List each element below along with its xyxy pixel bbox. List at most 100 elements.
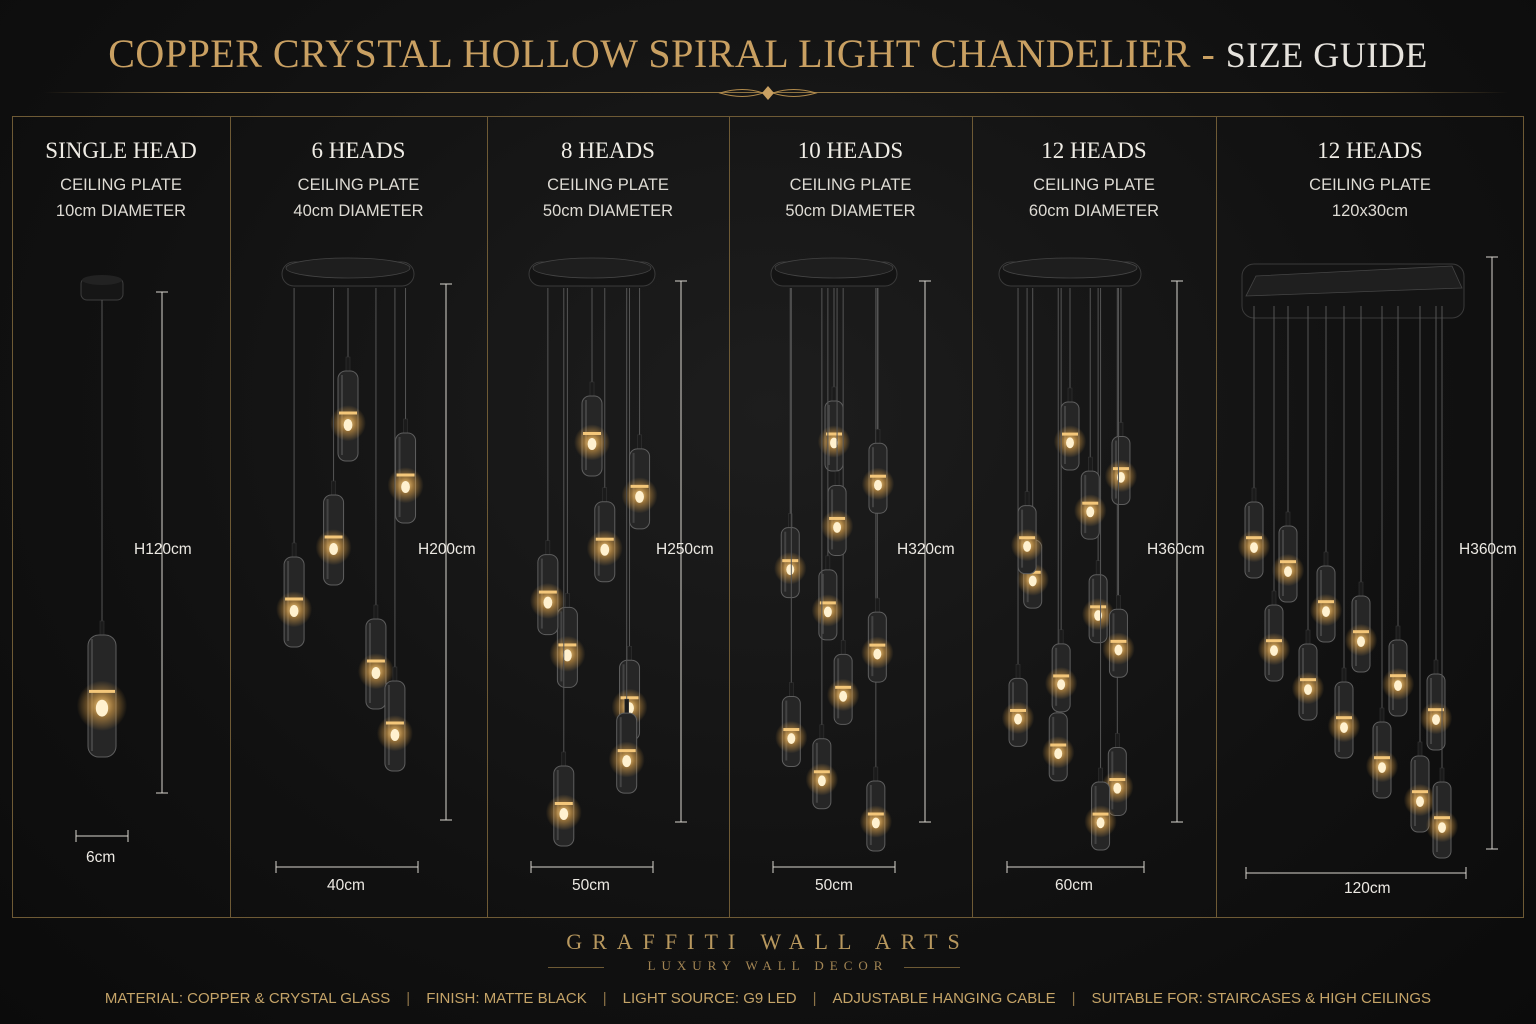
- height-label: H200cm: [418, 541, 476, 558]
- brass-ring: [538, 590, 557, 594]
- bulb: [1304, 684, 1312, 695]
- column-heading: 6 HEADS: [311, 138, 406, 163]
- width-label: 50cm: [815, 877, 853, 894]
- brass-ring: [1353, 630, 1369, 634]
- bulb: [823, 606, 832, 618]
- chandelier-12-round-illustration: [998, 257, 1183, 873]
- column-heading: 12 HEADS: [1317, 138, 1423, 163]
- bulb: [871, 817, 880, 829]
- brass-ring: [620, 696, 639, 700]
- ceiling-plate-size: 60cm DIAMETER: [1028, 202, 1160, 220]
- spec-material: MATERIAL: COPPER & CRYSTAL GLASS: [104, 990, 391, 1007]
- brass-ring: [1082, 501, 1099, 505]
- brass-ring: [366, 659, 385, 663]
- brass-ring: [1434, 816, 1450, 820]
- ornament-icon: [718, 86, 818, 100]
- brass-ring: [1246, 536, 1262, 540]
- bulb: [873, 648, 882, 660]
- ceiling-plate-size: 50cm DIAMETER: [542, 202, 674, 220]
- bulb: [1086, 506, 1095, 518]
- brass-ring: [630, 484, 649, 488]
- column-divider: [487, 116, 488, 918]
- chandelier-6-illustration: [275, 257, 452, 873]
- column-heading: 8 HEADS: [561, 138, 655, 163]
- title-main: COPPER CRYSTAL HOLLOW SPIRAL LIGHT CHAND…: [108, 31, 1191, 76]
- column-single-head: SINGLE HEAD CEILING PLATE 10cm DIAMETER …: [12, 116, 230, 918]
- column-6-heads: 6 HEADS CEILING PLATE 40cm DIAMETER H200…: [230, 116, 487, 918]
- brass-ring: [324, 535, 343, 539]
- bulb: [1028, 575, 1037, 587]
- bulb: [543, 596, 553, 609]
- ceiling-plate-top: [82, 275, 122, 285]
- brass-ring: [819, 601, 836, 605]
- width-label: 40cm: [327, 877, 365, 894]
- brass-ring: [813, 770, 830, 774]
- brass-ring: [1428, 708, 1444, 712]
- bulb: [1250, 542, 1258, 553]
- spec-cable: ADJUSTABLE HANGING CABLE: [832, 990, 1056, 1007]
- bulb: [1270, 645, 1278, 656]
- column-divider: [729, 116, 730, 918]
- brass-ring: [1019, 536, 1036, 540]
- brass-ring: [867, 812, 884, 816]
- tagline-rule-right: [904, 967, 960, 968]
- bulb: [1057, 679, 1066, 691]
- page-title: COPPER CRYSTAL HOLLOW SPIRAL LIGHT CHAND…: [0, 30, 1536, 77]
- ceiling-plate-label: CEILING PLATE: [297, 176, 420, 194]
- brass-ring: [869, 643, 886, 647]
- bulb: [401, 481, 410, 493]
- bulb: [390, 729, 400, 741]
- brass-ring: [396, 473, 415, 477]
- brass-ring: [835, 685, 852, 689]
- bulb: [622, 755, 632, 768]
- brass-ring: [782, 559, 799, 563]
- brass-ring: [1010, 708, 1027, 712]
- bulb: [635, 490, 644, 503]
- brass-ring: [1300, 678, 1316, 682]
- brass-ring: [385, 721, 404, 725]
- spec-footer: MATERIAL: COPPER & CRYSTAL GLASS | FINISH:…: [0, 990, 1536, 1007]
- spec-separator: |: [812, 990, 817, 1007]
- brass-ring: [617, 749, 636, 753]
- brass-ring: [829, 516, 846, 520]
- brass-ring: [285, 597, 304, 601]
- brass-ring: [783, 728, 800, 732]
- brass-ring: [554, 802, 573, 805]
- ceiling-plate-label: CEILING PLATE: [1309, 176, 1431, 194]
- ceiling-plate-size: 40cm DIAMETER: [293, 202, 424, 220]
- spec-light-source: LIGHT SOURCE: G9 LED: [622, 990, 797, 1007]
- brass-ring: [1110, 639, 1127, 643]
- ceiling-plate-top: [1245, 265, 1463, 297]
- column-divider: [230, 116, 231, 918]
- brass-ring: [1092, 812, 1109, 816]
- width-label: 6cm: [86, 849, 116, 866]
- ceiling-plate-top: [774, 257, 894, 279]
- bulb: [1117, 471, 1125, 483]
- ceiling-plate-top: [532, 257, 652, 279]
- bulb: [95, 699, 109, 717]
- bulb: [562, 649, 572, 662]
- bulb: [559, 808, 569, 820]
- column-12-heads-round: 12 HEADS CEILING PLATE 60cm DIAMETER H36…: [972, 116, 1216, 918]
- column-heading: 10 HEADS: [797, 138, 904, 163]
- chandelier-8-illustration: [528, 257, 687, 873]
- ceiling-plate-label: CEILING PLATE: [789, 176, 912, 194]
- bulb: [1023, 541, 1032, 552]
- bulb: [371, 667, 381, 679]
- height-label: H360cm: [1459, 541, 1517, 558]
- ceiling-plate-label: CEILING PLATE: [60, 176, 182, 194]
- bulb: [1066, 437, 1074, 449]
- column-divider: [1216, 116, 1217, 918]
- height-label: H250cm: [656, 541, 714, 558]
- brass-ring: [1390, 674, 1406, 678]
- bulb: [874, 479, 882, 491]
- width-label: 60cm: [1055, 877, 1093, 894]
- brass-ring: [869, 474, 886, 478]
- spec-suitable-for: SUITABLE FOR: STAIRCASES & HIGH CEILINGS: [1091, 990, 1432, 1007]
- bulb: [1114, 644, 1123, 656]
- spec-separator: |: [1071, 990, 1076, 1007]
- ceiling-plate-size: 10cm DIAMETER: [55, 202, 187, 220]
- bulb: [343, 419, 353, 431]
- height-label: H360cm: [1147, 541, 1205, 558]
- brand-tagline: LUXURY WALL DECOR: [647, 958, 889, 973]
